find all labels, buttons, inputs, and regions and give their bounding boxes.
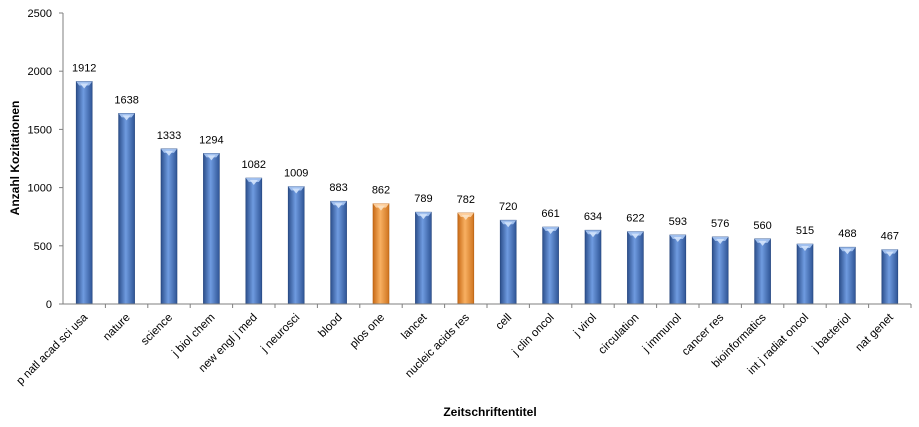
data-label: 593: [669, 216, 687, 228]
bar: [669, 234, 687, 305]
data-label: 1912: [72, 62, 96, 74]
y-tick-label: 1500: [28, 124, 52, 136]
axes-group: [62, 13, 911, 305]
data-label: 634: [584, 211, 602, 223]
bar: [75, 81, 93, 305]
y-tick-label: 1000: [28, 183, 52, 195]
bar: [627, 231, 644, 305]
x-tick-label: j clin oncol: [510, 312, 557, 359]
data-label: 1294: [199, 134, 223, 146]
data-label: 488: [838, 228, 856, 240]
data-label: 1638: [114, 94, 138, 106]
x-tick-label: cell: [494, 312, 515, 333]
data-labels-group: 1912 1638 1333 1294 1082 1009 883 862 789 782 720 6…: [72, 62, 899, 242]
data-label: 782: [457, 194, 475, 206]
bar: [160, 148, 178, 305]
bar: [499, 219, 517, 305]
x-tick-label: lancet: [399, 311, 430, 342]
x-tick-label: circulation: [596, 312, 641, 357]
data-label: 1082: [242, 159, 266, 171]
bar: [584, 229, 602, 305]
x-tick-label: science: [139, 312, 175, 348]
x-tick-label: j virol: [571, 312, 599, 340]
bar: [330, 200, 347, 305]
data-label: 883: [329, 182, 347, 194]
bar: [796, 243, 814, 305]
bar: [287, 186, 305, 305]
data-label: 560: [753, 220, 771, 232]
x-tick-label: nature: [101, 312, 133, 344]
bar: [839, 246, 856, 305]
y-tick-label: 2500: [28, 8, 52, 20]
x-axis-title: Zeitschriftentitel: [443, 405, 536, 419]
bar: [754, 238, 771, 305]
data-label: 576: [711, 218, 729, 230]
bar: [245, 177, 263, 305]
y-ticks-group: 0 500 1000 1500 2000 2500: [28, 8, 63, 311]
bar: [881, 249, 899, 305]
x-tick-label: j neurosci: [258, 312, 302, 356]
data-label: 467: [881, 231, 899, 243]
data-label: 1333: [157, 130, 181, 142]
x-tick-label: plos one: [348, 312, 387, 351]
bar: [372, 203, 390, 305]
y-tick-label: 0: [46, 299, 52, 311]
x-tick-label: j immunol: [640, 312, 684, 356]
y-tick-label: 2000: [28, 66, 52, 78]
bar: [118, 113, 135, 305]
bar: [203, 153, 220, 305]
x-tick-label: blood: [316, 312, 344, 340]
data-label: 862: [372, 185, 390, 197]
data-label: 515: [796, 225, 814, 237]
y-axis-title: Anzahl Kozitationen: [8, 101, 22, 216]
bar: [711, 236, 729, 305]
data-label: 622: [626, 213, 644, 225]
bar: [457, 212, 475, 305]
bar: [415, 211, 432, 305]
bars-group: [75, 81, 899, 305]
x-tick-label: j bacteriol: [810, 312, 854, 356]
bar: [542, 226, 559, 305]
data-label: 1009: [284, 168, 308, 180]
y-tick-label: 500: [34, 241, 52, 253]
data-label: 720: [499, 201, 517, 213]
data-label: 661: [541, 208, 559, 220]
x-tick-label: p natl acad sci usa: [14, 311, 90, 387]
x-tick-label: nat genet: [854, 311, 897, 354]
data-label: 789: [414, 193, 432, 205]
